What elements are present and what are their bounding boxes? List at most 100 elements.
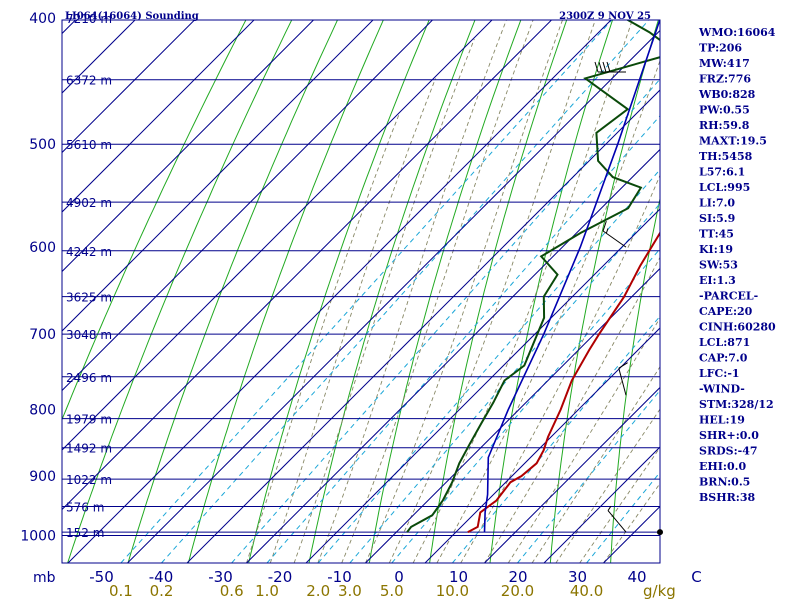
dewpoint-line xyxy=(406,20,660,533)
index-entry: LCL:871 xyxy=(699,336,750,349)
index-entry: SW:53 xyxy=(699,259,738,272)
temperature-tick-label: 0 xyxy=(394,568,404,586)
wind-barb-flag xyxy=(602,220,607,232)
height-label: 1979 m xyxy=(66,413,112,427)
height-label: 4242 m xyxy=(66,245,112,259)
mixing-ratio-label: 0.2 xyxy=(150,582,174,600)
temperature-tick-label: 40 xyxy=(627,568,646,586)
wind-barb xyxy=(607,505,627,533)
moist-adiabat xyxy=(246,115,400,563)
temperature-tick-label: -50 xyxy=(89,568,114,586)
pressure-tick-label: 500 xyxy=(29,137,56,153)
index-entry: BSHR:38 xyxy=(699,491,755,504)
pressure-tick-label: 400 xyxy=(29,11,56,27)
wind-barbs xyxy=(594,61,663,536)
index-entry: -WIND- xyxy=(699,383,745,396)
isotherm xyxy=(62,20,255,213)
index-entry: FRZ:776 xyxy=(699,73,751,86)
mixing-ratio-label: 5.0 xyxy=(380,582,404,600)
wind-barb-flag xyxy=(606,61,611,73)
temperature-line xyxy=(467,231,660,533)
wind-barb-flag xyxy=(594,61,599,73)
pressure-tick-label: 600 xyxy=(29,240,56,256)
index-entry: BRN:0.5 xyxy=(699,476,750,489)
index-entry: CAPE:20 xyxy=(699,305,753,318)
mixing-ratio-line xyxy=(349,202,660,563)
isotherm xyxy=(62,20,553,511)
index-entry: LFC:-1 xyxy=(699,367,740,380)
moist-adiabat xyxy=(460,174,660,563)
isotherm xyxy=(0,0,800,563)
mixing-ratio-line xyxy=(517,389,660,563)
mixing-ratio-label: 0.6 xyxy=(220,582,244,600)
mixing-ratio-label: 40.0 xyxy=(570,582,603,600)
dry-adiabat xyxy=(610,196,660,563)
index-entry: -PARCEL- xyxy=(699,290,758,303)
mixing-ratio-label: 20.0 xyxy=(501,582,534,600)
chart-grid xyxy=(0,0,800,563)
index-entry: STM:328/12 xyxy=(699,398,774,411)
moist-adiabat xyxy=(365,20,564,563)
temperature-tick-label: -20 xyxy=(268,568,293,586)
mixing-ratio-line xyxy=(266,115,660,563)
temperature-tick-label: -40 xyxy=(149,568,174,586)
wind-barb-staff xyxy=(607,510,627,533)
mixing-ratio-line xyxy=(586,471,660,563)
height-label: 576 m xyxy=(66,501,104,515)
height-label: 3048 m xyxy=(66,328,112,342)
isotherm xyxy=(62,20,77,35)
index-entry: EI:1.3 xyxy=(699,274,736,287)
index-entry: RH:59.8 xyxy=(699,119,750,132)
index-entry: SHR+:0.0 xyxy=(699,429,759,442)
sounding-time: 2300Z 9 NOV 25 xyxy=(559,11,651,22)
index-entry: WMO:16064 xyxy=(698,26,776,39)
wind-barb xyxy=(618,362,628,396)
index-entry: L57:6.1 xyxy=(699,166,745,179)
plot-frame xyxy=(61,19,661,564)
height-label: 7210 m xyxy=(66,12,112,26)
pressure-tick-label: 900 xyxy=(29,469,56,485)
isotherm xyxy=(62,20,374,332)
moist-adiabat xyxy=(436,59,660,563)
index-entry: LCL:995 xyxy=(699,181,750,194)
wind-barb-half-flag xyxy=(605,228,609,234)
mixing-ratio-label: 1.0 xyxy=(255,582,279,600)
moist-adiabat xyxy=(269,78,436,563)
moist-adiabat xyxy=(317,20,507,563)
index-entry: SI:5.9 xyxy=(699,212,735,225)
wind-barb-flag xyxy=(598,61,603,73)
isotherm xyxy=(305,208,660,563)
isotherm xyxy=(62,20,196,154)
height-label: 5610 m xyxy=(66,138,112,152)
temperature-tick-label: -30 xyxy=(208,568,233,586)
dry-adiabat xyxy=(62,20,247,421)
index-entry: KI:19 xyxy=(699,243,733,256)
temperature-tick-label: C xyxy=(691,568,701,586)
moist-adiabat xyxy=(412,20,633,563)
temperature-tick-label: -10 xyxy=(327,568,352,586)
sounding-profiles xyxy=(406,20,660,533)
pressure-unit-label: mb xyxy=(33,570,56,586)
moist-adiabat xyxy=(388,20,596,563)
mixing-ratio-line xyxy=(452,315,660,563)
height-label: 6372 m xyxy=(66,74,112,88)
index-entry: SRDS:-47 xyxy=(699,445,758,458)
pressure-tick-label: 800 xyxy=(29,403,56,419)
height-label: 4902 m xyxy=(66,196,112,210)
isotherm xyxy=(62,20,136,94)
moist-adiabat xyxy=(293,38,475,563)
dry-adiabat xyxy=(67,20,293,563)
isotherm xyxy=(424,327,660,563)
mixing-ratio-unit-label: g/kg xyxy=(643,582,676,600)
index-entry: EHI:0.0 xyxy=(699,460,746,473)
isotherm xyxy=(62,20,315,273)
dry-adiabat xyxy=(790,0,800,563)
wind-barb-staff xyxy=(618,368,627,396)
isotherm xyxy=(67,20,612,563)
sounding-title: LI064(16064) Sounding xyxy=(65,11,199,22)
wind-barb-staff xyxy=(602,230,627,248)
moist-adiabat xyxy=(531,366,660,563)
wind-barb-flag xyxy=(602,61,607,73)
index-entry: WB0:828 xyxy=(698,88,756,101)
